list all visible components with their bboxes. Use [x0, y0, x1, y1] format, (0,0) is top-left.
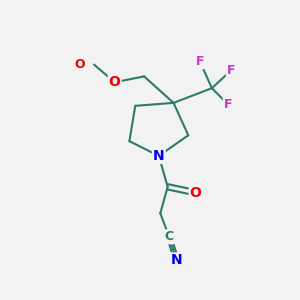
Text: F: F — [224, 98, 232, 111]
Text: F: F — [196, 55, 204, 68]
Text: N: N — [171, 254, 182, 267]
Text: O: O — [75, 58, 85, 71]
Text: O: O — [190, 186, 202, 200]
Text: N: N — [153, 149, 165, 163]
Text: F: F — [227, 64, 235, 77]
Text: O: O — [109, 75, 121, 89]
Text: C: C — [165, 230, 174, 243]
